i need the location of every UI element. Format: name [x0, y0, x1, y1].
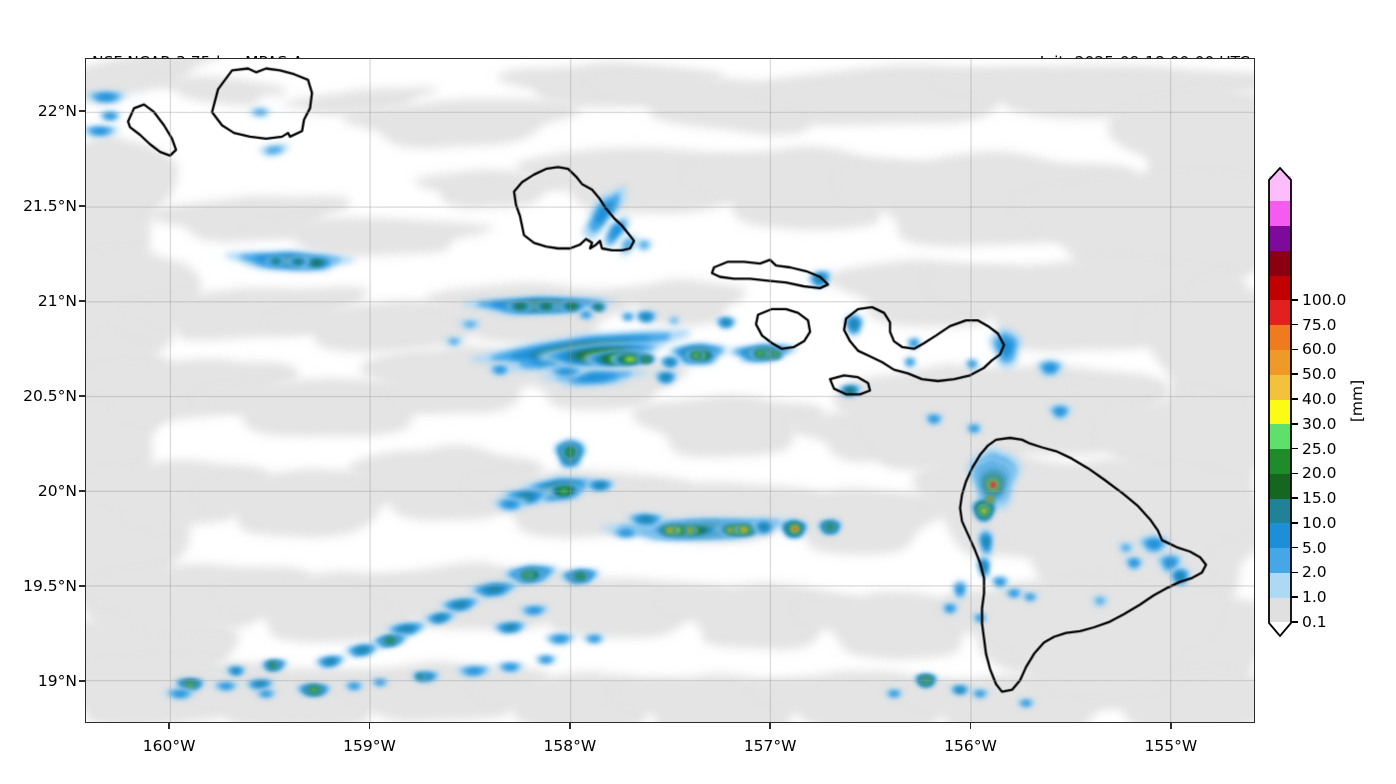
lat-tick-mark: [79, 490, 85, 492]
colorbar-tick-label: 15.0: [1302, 489, 1337, 508]
colorbar-band: [1269, 324, 1291, 351]
map-plot-area: [85, 58, 1255, 723]
lon-tick-label: 156°W: [944, 737, 997, 755]
colorbar-tick-label: 25.0: [1302, 439, 1337, 458]
colorbar-tick-label: 40.0: [1302, 390, 1337, 408]
lat-tick-label: 21.5°N: [23, 197, 77, 216]
colorbar-band: [1269, 225, 1291, 251]
colorbar-tick-mark: [1291, 422, 1298, 425]
lat-tick-label: 20.5°N: [23, 387, 77, 406]
lon-tick-label: 155°W: [1144, 737, 1198, 755]
colorbar-band: [1269, 299, 1291, 326]
colorbar-tick-mark: [1291, 546, 1298, 549]
colorbar-band: [1269, 597, 1291, 623]
colorbar-tick-mark: [1291, 447, 1298, 450]
lat-tick-label: 19°N: [37, 672, 77, 691]
lat-tick-label: 20°N: [37, 482, 77, 501]
lon-tick-label: 160°W: [142, 737, 196, 755]
lon-tick-mark: [168, 723, 170, 729]
lon-tick-label: 157°W: [743, 737, 797, 755]
colorbar-tick-label: 30.0: [1302, 414, 1337, 433]
lat-tick-mark: [79, 110, 85, 112]
colorbar-tick-label: 100.0: [1302, 290, 1347, 309]
colorbar-tick-mark: [1291, 398, 1298, 400]
lat-tick-mark: [79, 585, 85, 587]
colorbar-tick-mark: [1291, 373, 1298, 376]
colorbar-band: [1269, 399, 1291, 425]
colorbar-tick-mark: [1291, 571, 1298, 574]
colorbar-band: [1269, 448, 1291, 474]
colorbar-tick-label: 10.0: [1302, 513, 1337, 532]
colorbar-band: [1269, 349, 1291, 375]
precipitation-field: [86, 59, 1254, 722]
lat-tick-mark: [79, 300, 85, 302]
colorbar-tick-mark: [1291, 497, 1298, 499]
colorbar-unit-label: [mm]: [1348, 379, 1366, 423]
lon-tick-mark: [769, 723, 771, 729]
colorbar-band: [1269, 250, 1291, 276]
colorbar-tick-mark: [1291, 472, 1298, 475]
colorbar-band: [1269, 275, 1291, 301]
colorbar-tick-label: 20.0: [1302, 464, 1337, 483]
colorbar-band: [1269, 522, 1291, 549]
lon-tick-mark: [1170, 723, 1172, 729]
lat-tick-mark: [79, 205, 85, 207]
colorbar-band: [1269, 498, 1291, 524]
colorbar-tick-mark: [1291, 522, 1298, 524]
colorbar-tick-mark: [1291, 299, 1298, 301]
colorbar-band: [1269, 176, 1291, 202]
lon-tick-mark: [569, 723, 571, 729]
lat-tick-mark: [79, 395, 85, 397]
lat-tick-mark: [79, 680, 85, 682]
lat-tick-label: 22°N: [37, 102, 77, 121]
colorbar-band: [1269, 572, 1291, 598]
lat-tick-label: 21°N: [37, 292, 77, 311]
colorbar-tick-label: 0.1: [1302, 613, 1327, 631]
colorbar-tick-label: 1.0: [1302, 588, 1327, 607]
colorbar: [1269, 176, 1291, 623]
colorbar-tick-label: 50.0: [1302, 365, 1337, 384]
colorbar-tick-mark: [1291, 323, 1298, 326]
colorbar-tick-mark: [1291, 596, 1298, 599]
colorbar-band: [1269, 374, 1291, 400]
lon-tick-mark: [368, 723, 371, 729]
colorbar-tick-label: 5.0: [1302, 538, 1327, 557]
colorbar-band: [1269, 200, 1291, 227]
colorbar-tick-label: 2.0: [1302, 563, 1327, 582]
colorbar-band: [1269, 423, 1291, 450]
colorbar-tick-mark: [1291, 621, 1298, 623]
lat-tick-label: 19.5°N: [23, 577, 77, 596]
lon-tick-label: 159°W: [343, 737, 396, 755]
colorbar-tick-label: 60.0: [1302, 340, 1337, 359]
colorbar-band: [1269, 473, 1291, 499]
lon-tick-mark: [969, 723, 972, 729]
colorbar-under-arrow: [1269, 622, 1291, 636]
colorbar-band: [1269, 547, 1291, 574]
lon-tick-label: 158°W: [543, 737, 597, 755]
colorbar-tick-label: 75.0: [1302, 315, 1337, 334]
colorbar-tick-mark: [1291, 348, 1298, 351]
